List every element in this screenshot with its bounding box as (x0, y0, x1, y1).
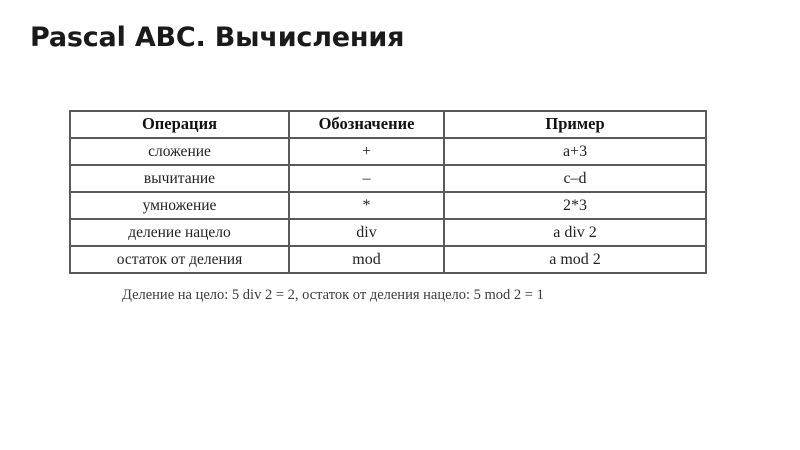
cell-example: 2*3 (443, 191, 707, 220)
table-row: остаток от деления mod a mod 2 (69, 245, 707, 274)
operations-table: Операция Обозначение Пример сложение + a… (69, 110, 707, 274)
cell-notation: + (288, 137, 445, 166)
operations-table-container: Операция Обозначение Пример сложение + a… (69, 110, 707, 274)
cell-notation: – (288, 164, 445, 193)
cell-notation: mod (288, 245, 445, 274)
page-title: Pascal ABC. Вычисления (30, 22, 405, 53)
cell-example: c–d (443, 164, 707, 193)
cell-example: a div 2 (443, 218, 707, 247)
column-header-operation: Операция (69, 110, 290, 139)
table-row: умножение * 2*3 (69, 191, 707, 220)
table-row: вычитание – c–d (69, 164, 707, 193)
column-header-notation: Обозначение (288, 110, 445, 139)
table-caption: Деление на цело: 5 div 2 = 2, остаток от… (122, 287, 544, 303)
cell-notation: * (288, 191, 445, 220)
cell-operation: сложение (69, 137, 290, 166)
table-header-row: Операция Обозначение Пример (69, 110, 707, 139)
cell-example: a+3 (443, 137, 707, 166)
cell-operation: вычитание (69, 164, 290, 193)
cell-operation: деление нацело (69, 218, 290, 247)
table-row: деление нацело div a div 2 (69, 218, 707, 247)
column-header-example: Пример (443, 110, 707, 139)
cell-notation: div (288, 218, 445, 247)
table-row: сложение + a+3 (69, 137, 707, 166)
cell-operation: умножение (69, 191, 290, 220)
cell-operation: остаток от деления (69, 245, 290, 274)
cell-example: a mod 2 (443, 245, 707, 274)
